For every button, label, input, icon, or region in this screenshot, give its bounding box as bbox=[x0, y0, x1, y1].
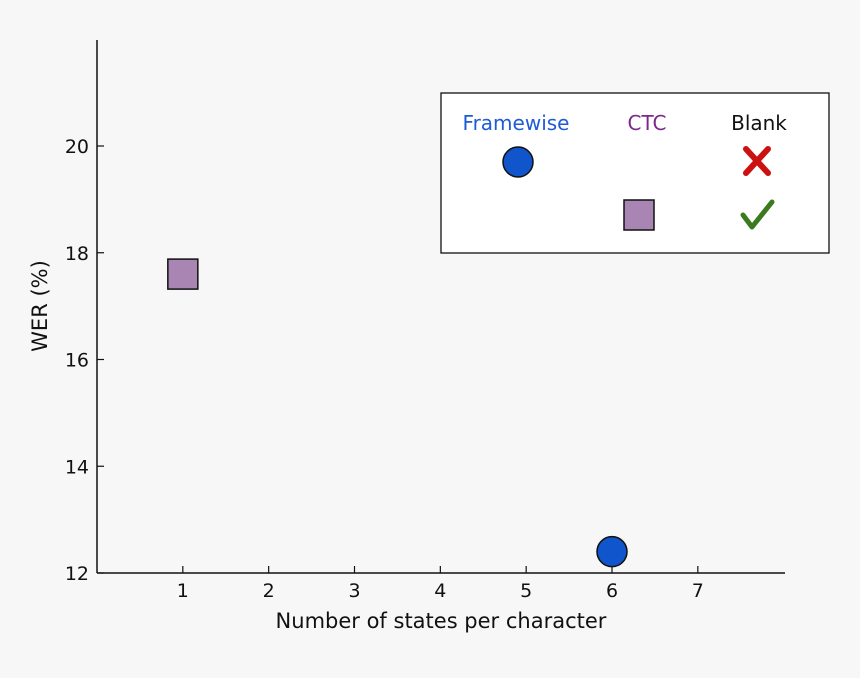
x-tick-label: 7 bbox=[692, 580, 704, 602]
y-axis-label: WER (%) bbox=[28, 260, 52, 352]
x-tick-label: 4 bbox=[434, 580, 446, 602]
y-tick-label: 14 bbox=[65, 456, 89, 478]
cross-icon bbox=[743, 146, 771, 176]
legend: Framewise CTC Blank bbox=[440, 92, 830, 254]
x-tick-label: 6 bbox=[606, 580, 618, 602]
x-axis-label: Number of states per character bbox=[276, 609, 607, 633]
x-tick-label: 3 bbox=[348, 580, 360, 602]
data-point bbox=[596, 535, 628, 568]
data-point bbox=[167, 258, 199, 290]
legend-header-ctc: CTC bbox=[628, 111, 667, 135]
legend-header-blank: Blank bbox=[731, 111, 787, 135]
axes bbox=[96, 40, 785, 574]
data-points bbox=[167, 258, 628, 568]
x-tick-label: 1 bbox=[177, 580, 189, 602]
y-tick-label: 12 bbox=[65, 563, 89, 585]
x-tick-label: 2 bbox=[263, 580, 275, 602]
legend-marker-square bbox=[623, 199, 655, 231]
legend-markers bbox=[502, 146, 775, 231]
check-icon bbox=[740, 199, 775, 230]
y-tick-label: 16 bbox=[65, 350, 89, 372]
legend-header-framewise: Framewise bbox=[463, 111, 570, 135]
legend-marker-circle bbox=[502, 146, 534, 178]
y-tick-label: 18 bbox=[65, 243, 89, 265]
x-tick-label: 5 bbox=[520, 580, 532, 602]
y-tick-label: 20 bbox=[65, 136, 89, 158]
